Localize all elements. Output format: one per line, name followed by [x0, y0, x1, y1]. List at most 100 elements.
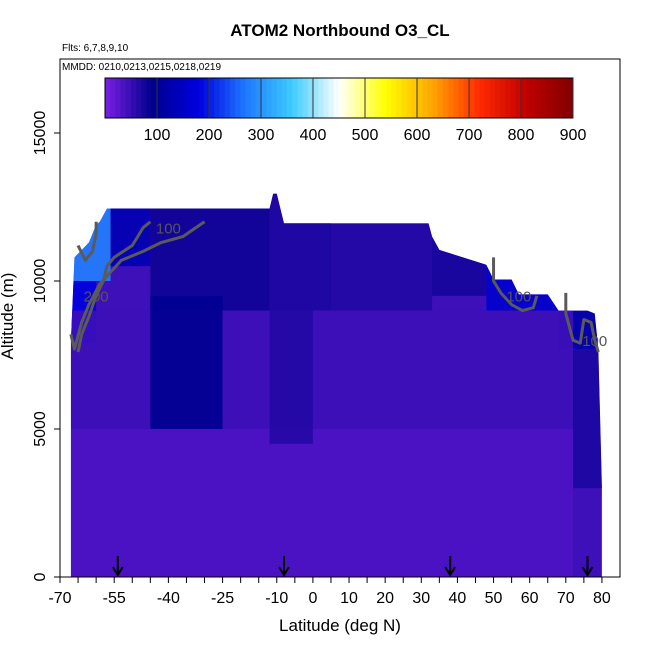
colorbar-swatch [411, 78, 418, 118]
colorbar-swatch [567, 78, 574, 118]
colorbar-swatch [396, 78, 402, 118]
colorbar-tick-label: 900 [560, 127, 587, 144]
colorbar-swatch [162, 78, 168, 118]
colorbar-swatch [193, 78, 200, 118]
x-tick-label: 40 [449, 590, 467, 607]
colorbar-swatch [484, 78, 491, 118]
colorbar: 100 200 300 400 500 600 700 800 900 [104, 77, 587, 144]
x-tick-label: -55 [103, 590, 126, 607]
colorbar-swatch [235, 78, 241, 118]
contour-label: 100 [582, 333, 607, 350]
colorbar-swatch [219, 78, 226, 118]
colorbar-swatch [276, 78, 283, 118]
colorbar-swatch [359, 78, 366, 118]
colorbar-swatch [427, 78, 434, 118]
colorbar-swatch [349, 78, 356, 118]
colorbar-swatch [536, 78, 543, 118]
colorbar-swatch [224, 78, 231, 118]
colorbar-swatch [105, 78, 111, 118]
colorbar-swatch [261, 78, 267, 118]
colorbar-swatch [469, 78, 475, 118]
colorbar-swatch [281, 78, 288, 118]
contour-line [76, 220, 152, 353]
colorbar-swatch [245, 78, 252, 118]
x-tick-label: 20 [376, 590, 394, 607]
colorbar-swatch [203, 78, 210, 118]
colorbar-swatch [458, 78, 465, 118]
colorbar-swatch [250, 78, 257, 118]
x-tick-label: 70 [557, 590, 575, 607]
heatmap-cell [269, 310, 313, 444]
colorbar-swatch [432, 78, 439, 118]
y-tick-label: 10000 [32, 259, 49, 304]
x-tick-label: -10 [265, 590, 288, 607]
colorbar-swatch [448, 78, 454, 118]
colorbar-swatch [198, 78, 205, 118]
heatmap-cell [150, 208, 270, 311]
colorbar-swatch [307, 78, 314, 118]
colorbar-tick-label: 700 [456, 127, 483, 144]
colorbar-tick-label: 500 [352, 127, 379, 144]
contour-line [564, 292, 600, 353]
colorbar-swatch [453, 78, 460, 118]
colorbar-swatch [552, 78, 558, 118]
colorbar-swatch [302, 78, 309, 118]
colorbar-swatch [115, 78, 122, 118]
colorbar-swatch [151, 78, 158, 118]
chart-title: ATOM2 Northbound O3_CL [230, 21, 449, 40]
flight-marker-head [111, 566, 124, 577]
x-tick-label: 80 [593, 590, 611, 607]
heatmap-cell [150, 295, 223, 429]
colorbar-swatch [318, 78, 324, 118]
colorbar-swatch [443, 78, 449, 118]
colorbar-swatch [157, 78, 163, 118]
colorbar-tick-label: 200 [196, 127, 223, 144]
x-tick-label: 0 [308, 590, 317, 607]
y-tick-label: 15000 [32, 111, 49, 156]
x-tick-label: 10 [340, 590, 358, 607]
colorbar-swatch [474, 78, 480, 118]
contour-line [69, 220, 206, 351]
colorbar-swatch [510, 78, 517, 118]
x-axis-label: Latitude (deg N) [279, 616, 401, 635]
x-tick-label: -40 [157, 590, 180, 607]
colorbar-tick-label: 800 [508, 127, 535, 144]
colorbar-swatch [146, 78, 153, 118]
x-tick-label: 60 [521, 590, 539, 607]
colorbar-swatch [422, 78, 428, 118]
colorbar-swatch [354, 78, 361, 118]
colorbar-swatch [344, 78, 350, 118]
colorbar-swatch [287, 78, 293, 118]
colorbar-swatch [255, 78, 262, 118]
flights-subtitle: Flts: 6,7,8,9,10 [62, 43, 129, 54]
flight-marker-head [444, 566, 457, 577]
colorbar-tick-label: 100 [144, 127, 171, 144]
plot-frame [59, 58, 621, 578]
colorbar-swatch [313, 78, 319, 118]
colorbar-swatch [541, 78, 548, 118]
colorbar-swatch [515, 78, 522, 118]
colorbar-swatch [406, 78, 413, 118]
colorbar-swatch [391, 78, 397, 118]
heatmap-cell [573, 349, 602, 489]
colorbar-swatch [417, 78, 423, 118]
y-axis-label: Altitude (m) [0, 273, 17, 360]
colorbar-swatch [401, 78, 408, 118]
x-tick-label: -25 [211, 590, 234, 607]
colorbar-swatch [292, 78, 298, 118]
colorbar-swatch [479, 78, 486, 118]
colorbar-swatch [131, 78, 137, 118]
colorbar-swatch [365, 78, 371, 118]
colorbar-swatch [562, 78, 569, 118]
colorbar-swatch [547, 78, 553, 118]
colorbar-swatch [183, 78, 189, 118]
heatmap-layer [70, 193, 602, 577]
colorbar-swatch [380, 78, 387, 118]
colorbar-swatch [266, 78, 272, 118]
colorbar-swatch [531, 78, 538, 118]
y-axis: 0 5000 10000 15000 [32, 111, 60, 581]
y-tick-label: 5000 [32, 411, 49, 447]
colorbar-swatch [240, 78, 246, 118]
